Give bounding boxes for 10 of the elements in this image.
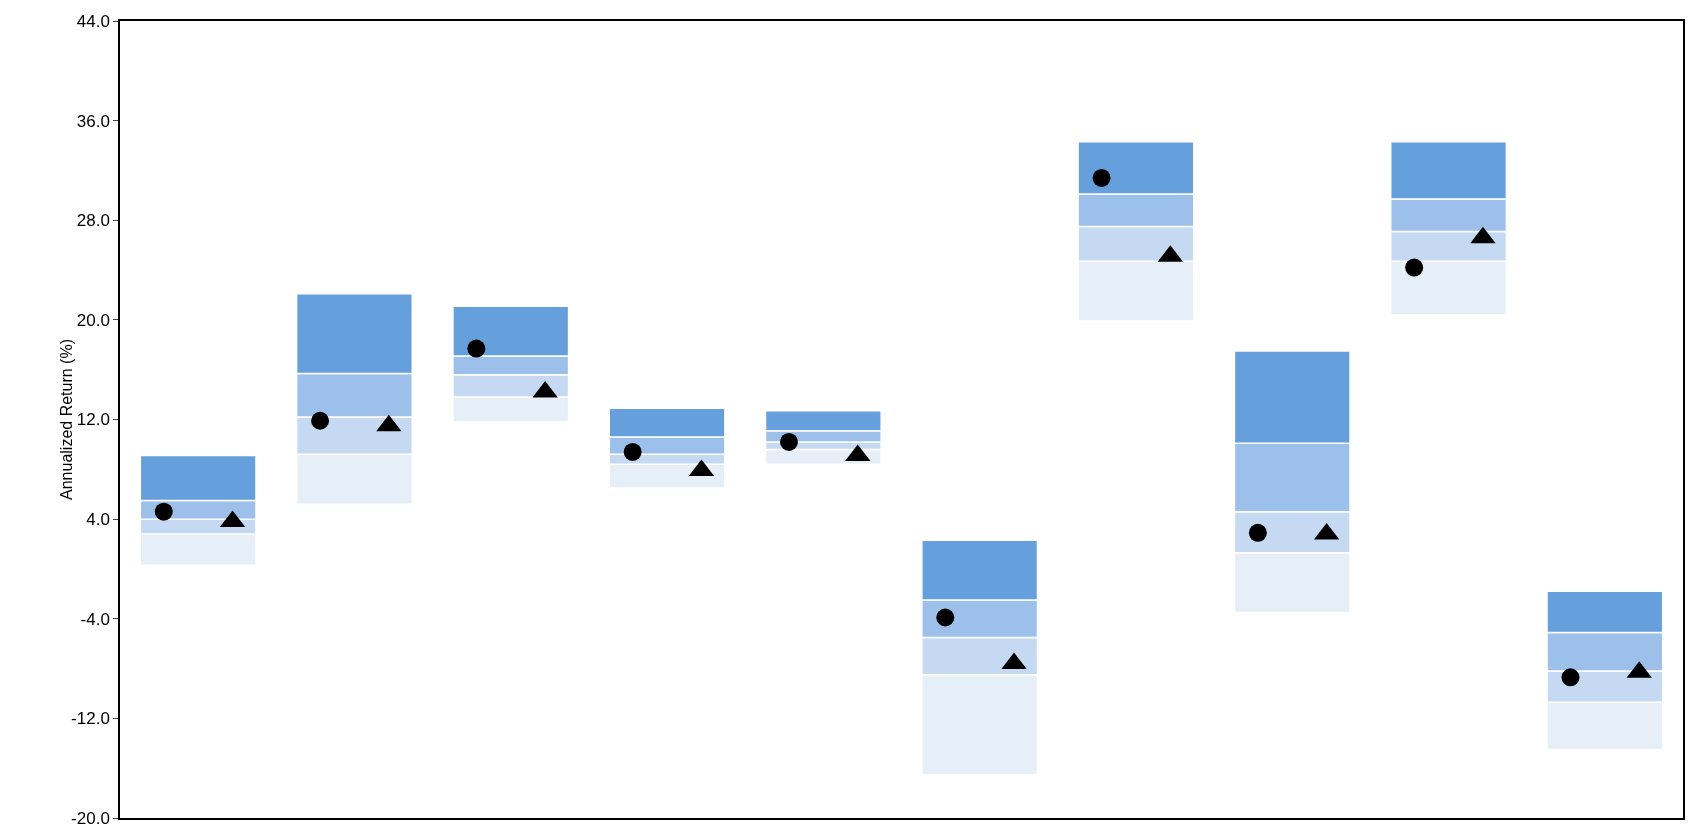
y-axis-title: Annualized Return (%) [57, 339, 75, 500]
y-tick-label: 4.0 [86, 510, 110, 530]
y-tick-label: -12.0 [71, 709, 110, 729]
y-tick-label: 44.0 [76, 11, 110, 31]
y-tick-label: 20.0 [76, 310, 110, 330]
y-tick-label: 12.0 [76, 410, 110, 430]
y-tick-label: -20.0 [71, 808, 110, 828]
y-tick-label: -4.0 [80, 609, 110, 629]
y-tick-label: 36.0 [76, 111, 110, 131]
y-tick-label: 28.0 [76, 211, 110, 231]
